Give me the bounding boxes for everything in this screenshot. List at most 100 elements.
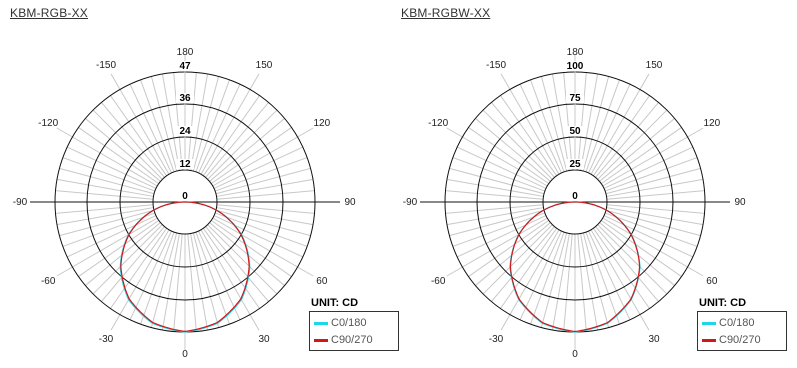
- legend-label: C90/270: [719, 334, 761, 346]
- angle-label: -60: [41, 276, 56, 287]
- grid-spoke: [209, 118, 285, 182]
- tick-label-bg: [566, 93, 584, 103]
- grid-spoke: [192, 232, 220, 328]
- grid-spoke: [475, 118, 551, 182]
- grid-spoke: [446, 207, 544, 226]
- grid-spoke: [216, 178, 314, 197]
- grid-spoke: [55, 204, 154, 214]
- grid-spoke: [468, 127, 550, 185]
- grid-spoke: [78, 219, 160, 277]
- grid-spoke: [580, 233, 599, 331]
- angle-label: 30: [648, 334, 660, 345]
- grid-spoke-major: [446, 127, 548, 187]
- grid-spoke: [445, 204, 544, 214]
- angle-label: -150: [96, 60, 116, 71]
- polar-plot: 0 12 24 36 47 180 150 120 90 60 30 0 -30 -60 -90 -120 -1…: [13, 47, 356, 360]
- legend-label: C0/180: [719, 317, 755, 329]
- grid-spoke: [161, 233, 180, 331]
- grid-spoke: [475, 222, 551, 286]
- grid-spoke: [588, 83, 631, 174]
- grid-spoke: [582, 76, 610, 172]
- grid-spoke-major: [500, 229, 560, 331]
- grid-spoke: [551, 233, 570, 331]
- radial-tick-label: 36: [179, 93, 191, 104]
- grid-spoke: [456, 146, 547, 189]
- radial-tick-label: 0: [182, 191, 188, 202]
- radial-tick-label: 50: [569, 126, 581, 137]
- grid-spoke: [190, 73, 209, 171]
- grid-spoke-major: [110, 229, 170, 331]
- grid-spoke: [606, 178, 704, 197]
- grid-spoke: [599, 222, 675, 286]
- grid-spoke: [563, 233, 573, 332]
- grid-spoke: [210, 219, 292, 277]
- grid-spoke: [491, 102, 555, 178]
- legend: C0/180 C90/270: [697, 311, 787, 351]
- grid-spoke: [491, 226, 555, 302]
- tick-label-bg: [176, 191, 194, 201]
- grid-spoke-major: [56, 127, 158, 187]
- grid-spoke: [129, 83, 172, 174]
- grid-spoke: [530, 231, 565, 325]
- grid-spoke: [519, 230, 562, 321]
- grid-spoke: [215, 209, 311, 237]
- series-line-c90-270: [509, 201, 641, 333]
- grid-spoke: [129, 230, 172, 321]
- grid-spoke: [595, 102, 659, 178]
- tick-label-bg: [566, 159, 584, 169]
- grid-spoke: [605, 167, 701, 195]
- legend-item-c0: C0/180: [314, 316, 366, 330]
- legend-swatch: [702, 321, 716, 325]
- grid-spoke: [55, 190, 154, 200]
- grid-spoke: [604, 157, 698, 192]
- grid-spoke: [605, 209, 701, 237]
- legend-swatch: [702, 338, 716, 342]
- grid-spoke: [603, 215, 694, 258]
- grid-spoke: [216, 204, 315, 214]
- grid-spoke: [468, 219, 550, 277]
- angle-label: -30: [99, 334, 114, 345]
- angle-label: 90: [344, 197, 356, 208]
- grid-spoke: [449, 209, 545, 237]
- angle-label: 60: [706, 276, 718, 287]
- grid-spoke: [190, 233, 209, 331]
- grid-spoke-major: [590, 73, 650, 175]
- grid-spoke: [604, 212, 698, 247]
- grid-spoke: [85, 118, 161, 182]
- grid-spoke: [110, 95, 168, 177]
- radial-tick-label: 75: [569, 93, 581, 104]
- legend-swatch: [314, 321, 328, 325]
- grid-spoke-major: [602, 217, 704, 277]
- legend-item-c90: C90/270: [314, 333, 373, 347]
- grid-spoke: [202, 227, 260, 309]
- angle-label: 180: [177, 47, 194, 58]
- grid-spoke: [56, 178, 154, 197]
- grid-spoke: [66, 146, 157, 189]
- legend-item-c90: C90/270: [702, 333, 761, 347]
- grid-spoke: [540, 232, 568, 328]
- angle-label: -150: [486, 60, 506, 71]
- grid-spoke: [446, 178, 544, 197]
- angle-label: 90: [734, 197, 746, 208]
- grid-spoke: [606, 207, 704, 226]
- tick-label-bg: [176, 93, 194, 103]
- grid-spoke: [207, 109, 278, 180]
- unit-label: UNIT: CD: [699, 297, 747, 309]
- angle-label: 60: [316, 276, 328, 287]
- grid-spoke: [540, 76, 568, 172]
- grid-spoke: [150, 76, 178, 172]
- tick-label-bg: [566, 191, 584, 201]
- polar-plot: 0 25 50 75 100 180 150 120 90 60 30 0 -30 -60 -90 -120 -…: [403, 47, 746, 360]
- grid-spoke: [563, 72, 573, 171]
- grid-spoke: [205, 226, 269, 302]
- grid-spoke-major: [200, 229, 260, 331]
- grid-spoke-major: [212, 217, 314, 277]
- grid-spoke: [187, 233, 197, 332]
- grid-spoke: [198, 83, 241, 174]
- grid-spoke: [92, 224, 163, 295]
- legend-item-c0: C0/180: [702, 316, 754, 330]
- angle-label: 120: [703, 118, 720, 129]
- radial-tick-label: 100: [567, 61, 584, 72]
- angle-label: -90: [403, 197, 418, 208]
- grid-spoke: [92, 109, 163, 180]
